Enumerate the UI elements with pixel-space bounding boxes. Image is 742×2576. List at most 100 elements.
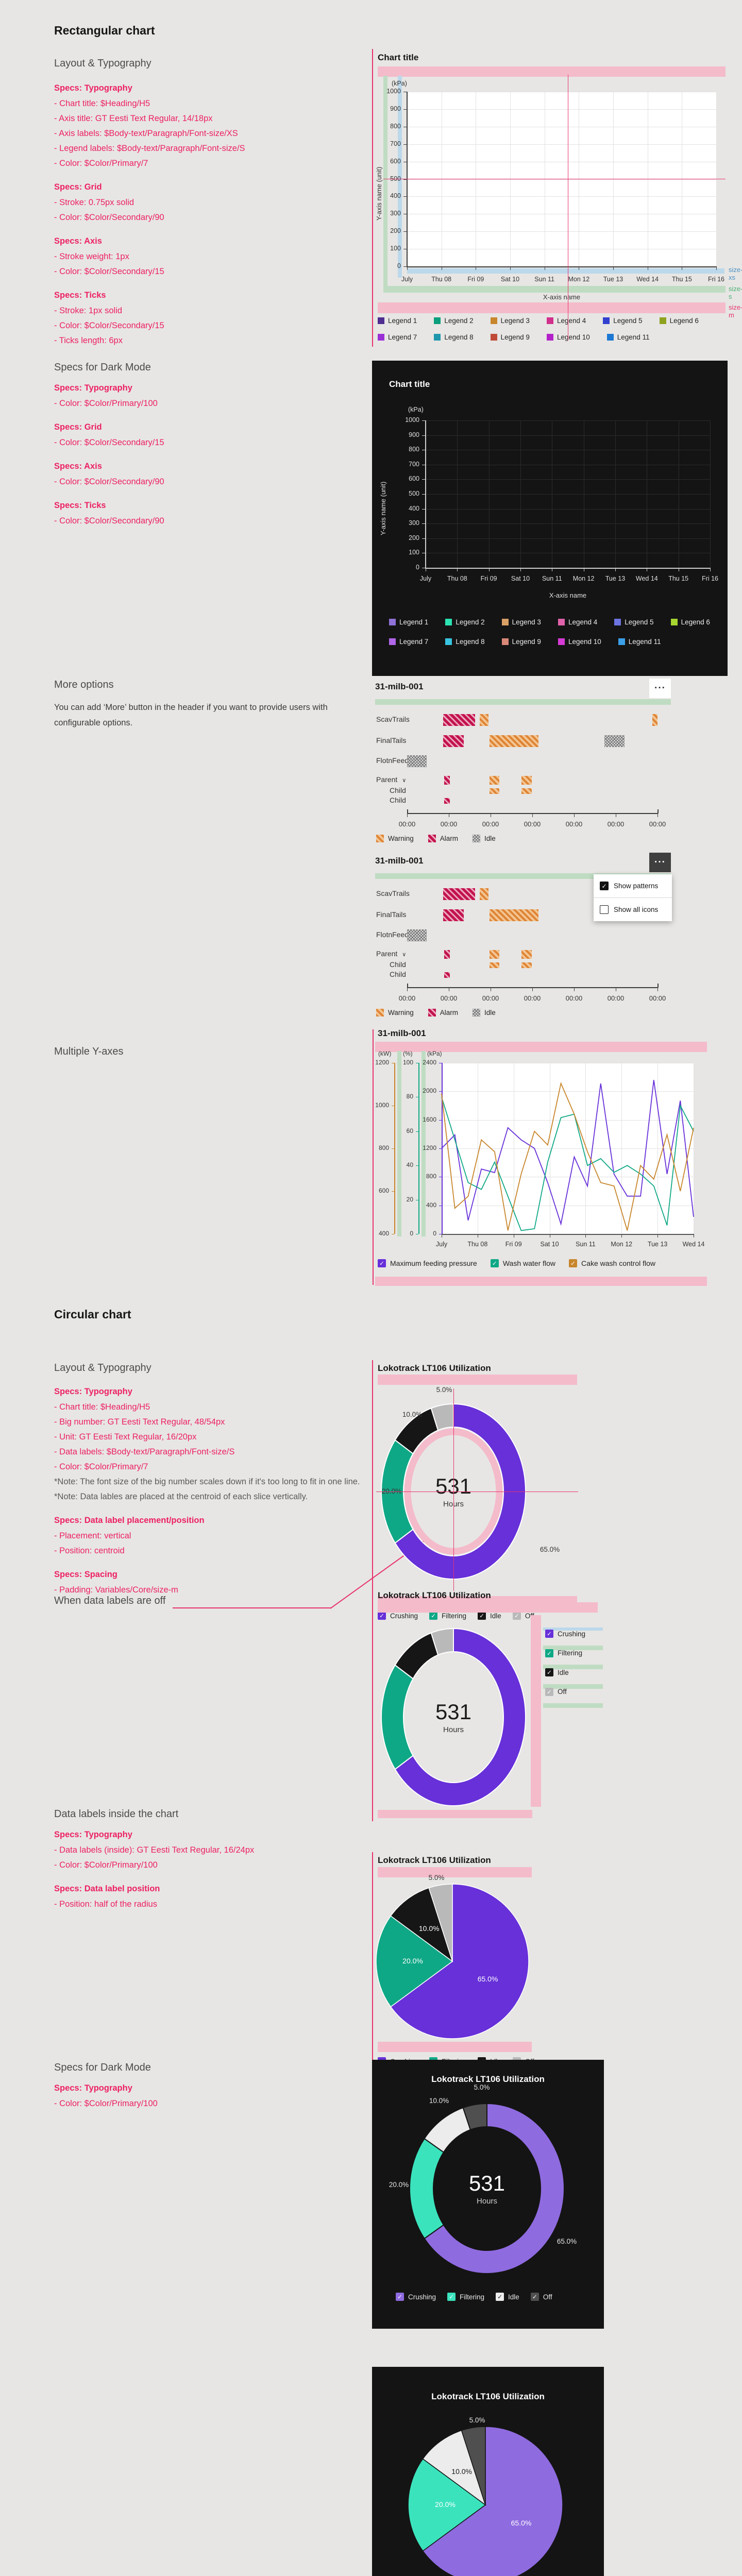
y-axis-unit-label: (kW) bbox=[378, 1050, 392, 1057]
legend-swatch bbox=[606, 334, 614, 341]
status-bar-alarm bbox=[444, 775, 450, 785]
legend-item[interactable]: ✓ Filtering bbox=[545, 1649, 582, 1657]
legend-checkbox-checked-icon[interactable]: ✓ bbox=[545, 1668, 553, 1676]
legend-checkbox-checked-icon[interactable]: ✓ bbox=[396, 2293, 404, 2301]
data-label-inside: 10.0% bbox=[451, 2467, 472, 2476]
legend-row: Legend 1 Legend 2 Legend 3 Legend 4 Legend 5… bbox=[389, 618, 710, 626]
spec-block-title: Specs: Axis bbox=[54, 236, 102, 246]
chevron-down-icon[interactable]: ∨ bbox=[400, 952, 407, 958]
legend-item: Legend 2 bbox=[434, 317, 474, 325]
legend-label: Legend 1 bbox=[388, 317, 417, 325]
legend-label: Legend 9 bbox=[512, 638, 541, 646]
y-tick-label: 500 bbox=[409, 490, 419, 497]
spec-item: - Data labels: $Body-text/Paragraph/Font… bbox=[54, 1447, 235, 1456]
y-tick-label: 100 bbox=[390, 245, 401, 252]
legend-item[interactable]: ✓ Wash water flow bbox=[490, 1259, 555, 1267]
spec-band-legend-green-2 bbox=[543, 1665, 603, 1669]
x-tick-label: Wed 14 bbox=[682, 1241, 705, 1248]
legend-swatch bbox=[546, 317, 553, 324]
spec-block-title: Specs: Typography bbox=[54, 1387, 132, 1396]
y-axis-unit-label: (kPa) bbox=[427, 1050, 442, 1057]
spec-item: - Color: $Color/Secondary/90 bbox=[54, 477, 164, 486]
legend-item[interactable]: ✓ Crushing bbox=[545, 1630, 585, 1638]
legend-label: Legend 9 bbox=[500, 333, 530, 341]
legend-checkbox-checked-icon[interactable]: ✓ bbox=[378, 1612, 386, 1620]
y-axis-unit-label: (kPa) bbox=[392, 80, 407, 87]
x-tick-label: Sat 10 bbox=[500, 276, 520, 283]
spec-band-title bbox=[378, 1375, 577, 1385]
legend-item[interactable]: ✓ Idle bbox=[496, 2293, 519, 2301]
y-tick-label: 900 bbox=[390, 105, 401, 112]
legend-swatch-warning bbox=[376, 1009, 384, 1016]
more-options-button[interactable]: ··· bbox=[649, 853, 671, 872]
spec-block-title: Specs: Typography bbox=[54, 2083, 132, 2093]
legend-item[interactable]: ✓ Idle bbox=[545, 1668, 569, 1676]
status-bar-alarm bbox=[443, 888, 476, 900]
spec-item: - Stroke weight: 1px bbox=[54, 252, 129, 261]
legend-item[interactable]: ✓ Filtering bbox=[447, 2293, 484, 2301]
legend-checkbox-checked-icon[interactable]: ✓ bbox=[512, 1612, 521, 1620]
legend-label: Idle bbox=[558, 1668, 569, 1676]
legend-checkbox-checked-icon[interactable]: ✓ bbox=[496, 2293, 504, 2301]
subheading-more-options: More options bbox=[54, 679, 114, 690]
legend-checkbox-checked-icon[interactable]: ✓ bbox=[545, 1630, 553, 1638]
y-tick bbox=[422, 509, 426, 510]
x-tick-label: Mon 12 bbox=[611, 1241, 633, 1248]
x-tick-label: Sat 10 bbox=[540, 1241, 559, 1248]
legend-swatch bbox=[670, 619, 678, 625]
status-bar-idle bbox=[407, 929, 427, 941]
more-options-button[interactable]: ··· bbox=[649, 679, 671, 698]
spec-line-left bbox=[373, 1029, 374, 1285]
legend-item[interactable]: ✓ Crushing bbox=[378, 1612, 418, 1620]
legend-item[interactable]: ✓ Idle bbox=[478, 1612, 501, 1620]
status-bar-idle bbox=[604, 735, 625, 747]
spec-item: - Big number: GT Eesti Text Regular, 48/… bbox=[54, 1417, 225, 1427]
legend-checkbox-checked-icon[interactable]: ✓ bbox=[447, 2293, 456, 2301]
menu-item[interactable]: ✓ Show patterns bbox=[594, 874, 672, 897]
legend-checkbox-checked-icon[interactable]: ✓ bbox=[545, 1649, 553, 1657]
legend-item: Legend 7 bbox=[389, 638, 428, 646]
legend-item[interactable]: ✓ Cake wash control flow bbox=[569, 1259, 655, 1267]
grid-line-vertical bbox=[488, 420, 490, 568]
legend-checkbox-checked-icon[interactable]: ✓ bbox=[378, 1259, 386, 1267]
legend-swatch-idle bbox=[473, 1009, 481, 1016]
y-tick bbox=[403, 196, 407, 197]
menu-item[interactable]: Show all icons bbox=[594, 898, 672, 921]
legend-swatch bbox=[378, 317, 384, 324]
legend-label: Legend 7 bbox=[388, 333, 417, 341]
data-label-inside: 65.0% bbox=[477, 1975, 498, 1984]
rect-chart-light: size-xs size-s size-m Chart title (kPa) 10… bbox=[372, 49, 742, 350]
spec-block-title: Specs: Grid bbox=[54, 422, 102, 432]
legend-item[interactable]: ✓ Crushing bbox=[396, 2293, 436, 2301]
slice-crushing bbox=[424, 2103, 565, 2274]
legend-item[interactable]: ✓ Maximum feeding pressure bbox=[378, 1259, 477, 1267]
legend-swatch bbox=[546, 334, 553, 341]
legend-item[interactable]: ✓ Filtering bbox=[429, 1612, 466, 1620]
spec-block-title: Specs: Typography bbox=[54, 383, 132, 393]
legend-checkbox-checked-icon[interactable]: ✓ bbox=[545, 1687, 553, 1696]
legend-item[interactable]: ✓ Off bbox=[545, 1687, 567, 1696]
legend-row: ✓Crushing✓Filtering✓Idle✓Off bbox=[378, 1612, 534, 1620]
y-tick-label: 200 bbox=[409, 534, 419, 541]
legend-checkbox-checked-icon[interactable]: ✓ bbox=[530, 2293, 539, 2301]
chart-title: Lokotrack LT106 Utilization bbox=[378, 1855, 491, 1865]
center-unit: Hours bbox=[412, 1500, 495, 1509]
spec-line-left bbox=[372, 1852, 373, 2071]
legend-checkbox-checked-icon[interactable]: ✓ bbox=[478, 1612, 486, 1620]
chevron-down-icon[interactable]: ∨ bbox=[400, 777, 407, 784]
status-bar-warning bbox=[521, 962, 532, 968]
slice-crushing bbox=[394, 1403, 526, 1580]
x-tick bbox=[407, 987, 408, 991]
center-big-number: 531 bbox=[435, 1474, 472, 1498]
checkbox-checked-icon[interactable]: ✓ bbox=[600, 882, 609, 890]
slice-off bbox=[461, 2426, 486, 2505]
checkbox-unchecked-icon[interactable] bbox=[600, 905, 609, 914]
timeline-row-label: FinalTails bbox=[376, 910, 407, 919]
legend-item: Legend 7 bbox=[378, 333, 417, 341]
y-tick-label: 1000 bbox=[405, 416, 419, 423]
legend-item[interactable]: ✓ Off bbox=[530, 2293, 552, 2301]
legend-checkbox-checked-icon[interactable]: ✓ bbox=[429, 1612, 438, 1620]
x-tick bbox=[657, 1234, 659, 1238]
legend-checkbox-checked-icon[interactable]: ✓ bbox=[490, 1259, 499, 1267]
legend-checkbox-checked-icon[interactable]: ✓ bbox=[569, 1259, 578, 1267]
